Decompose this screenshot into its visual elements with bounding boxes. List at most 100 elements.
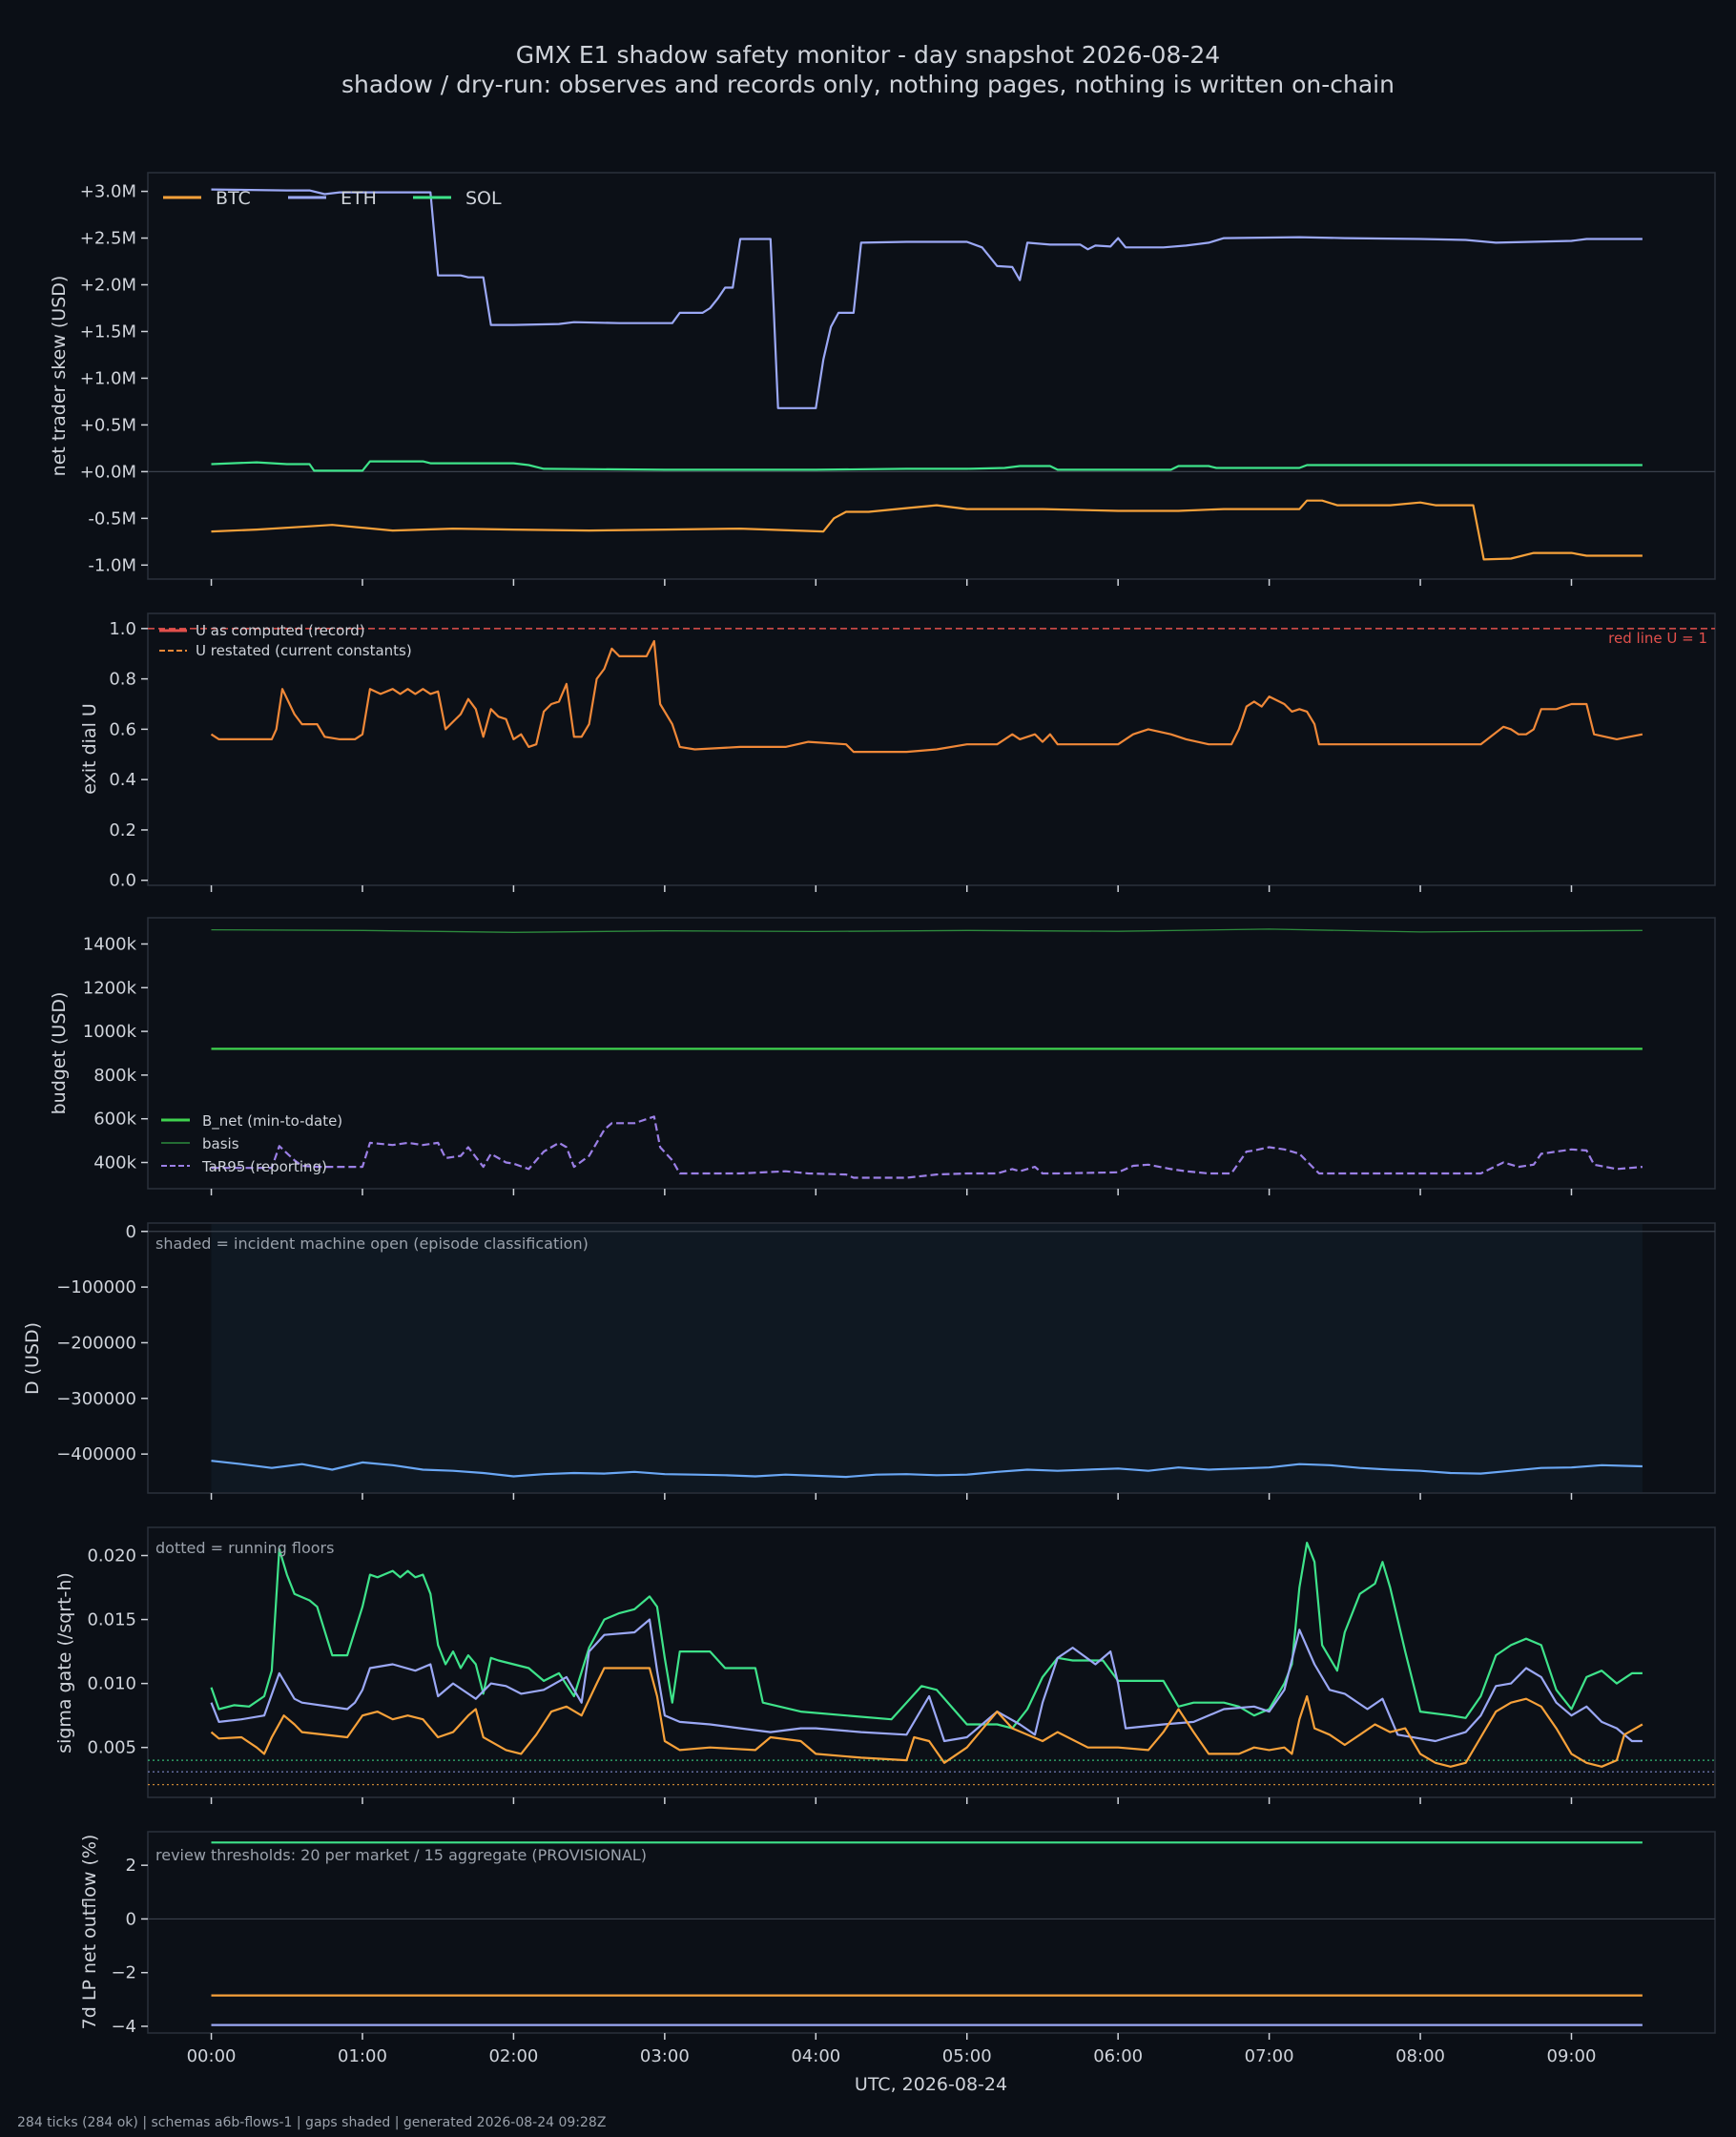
panel-udial-lines bbox=[210, 639, 1643, 754]
panel-skew-ytick-label: -1.0M bbox=[88, 555, 136, 575]
panel-skew-yticks: +3.0M +2.5M +2.0M +1.5M +1.0M +0.5M +0.0M -0.5M… bbox=[80, 182, 148, 575]
x-tick-label: 09:00 bbox=[1547, 2046, 1597, 2066]
panel-budget-ylabel: budget (USD) bbox=[49, 992, 70, 1115]
panel-sigma: 0.020 0.015 0.010 0.005 sigma gate (/sqrt-h… bbox=[54, 1526, 1716, 1804]
panel-budget-grid bbox=[210, 1189, 1573, 1195]
panel-udial-legend: U as computed (record) U restated (curre… bbox=[159, 622, 412, 659]
series-d-d bbox=[211, 1460, 1643, 1479]
legend-bnet-label: B_net (min-to-date) bbox=[202, 1112, 342, 1131]
panel-budget-ytick-label: 1000k bbox=[83, 1022, 137, 1042]
panel-sigma-grid bbox=[148, 1759, 1715, 1804]
legend-sol-label: SOL bbox=[465, 188, 502, 209]
series-skew-eth bbox=[211, 188, 1643, 409]
panel-lp-frame bbox=[147, 1831, 1716, 2034]
x-tick-label: 05:00 bbox=[942, 2046, 992, 2066]
panel-skew-ytick-label: +0.5M bbox=[80, 415, 136, 435]
panel-skew-ytick-label: +1.5M bbox=[80, 322, 136, 342]
panel-d-ytick-label: −200000 bbox=[56, 1333, 136, 1353]
panel-budget-ytick-label: 1400k bbox=[83, 934, 137, 954]
panel-d-grid bbox=[148, 1231, 1715, 1500]
panel-udial-ytick-label: 0.6 bbox=[109, 719, 136, 739]
panel-d-lines bbox=[211, 1460, 1643, 1479]
panel-sigma-lines bbox=[210, 1542, 1643, 1768]
panel-lp-ytick-label: −2 bbox=[111, 1963, 136, 1983]
panel-lp-ytick-label: −4 bbox=[111, 2017, 136, 2037]
panel-lp-yticks: 2 0 −2 −4 bbox=[111, 1856, 148, 2037]
panel-budget-lines bbox=[211, 928, 1643, 1179]
series-budget-tar95-reporting bbox=[211, 1115, 1643, 1179]
panel-udial-ytick-label: 0.2 bbox=[109, 820, 136, 840]
panel-budget-ytick-label: 1200k bbox=[83, 978, 137, 998]
panel-d-ytick-label: −400000 bbox=[56, 1444, 136, 1464]
redline-label: red line U = 1 bbox=[1608, 630, 1707, 647]
panel-skew-ytick-label: +0.0M bbox=[80, 462, 136, 482]
panel-sigma-ytick-label: 0.015 bbox=[87, 1610, 136, 1630]
panel-lp: 2 0 −2 −4 7d LP net outflow (%) review thre… bbox=[79, 1831, 1716, 2040]
panel-udial-yticks: 1.0 0.8 0.6 0.4 0.2 0.0 bbox=[109, 619, 148, 891]
panel-skew-ytick-label: -0.5M bbox=[88, 508, 136, 529]
panel-sigma-ytick-label: 0.020 bbox=[87, 1546, 136, 1566]
panel-udial-ytick-label: 0.8 bbox=[109, 670, 136, 690]
panel-sigma-ylabel: sigma gate (/sqrt-h) bbox=[54, 1572, 75, 1753]
panel-lp-grid bbox=[148, 1918, 1715, 2040]
x-tick-label: 01:00 bbox=[338, 2046, 387, 2066]
panel-udial-ylabel: exit dial U bbox=[79, 703, 100, 795]
panel-skew-ytick-label: +3.0M bbox=[80, 182, 136, 202]
panel-budget-legend: B_net (min-to-date) basis TaR95 (reporti… bbox=[161, 1112, 342, 1175]
panel-d-ytick-label: −300000 bbox=[56, 1389, 136, 1409]
panel-skew-ytick-label: +1.0M bbox=[80, 368, 136, 388]
panel-udial: 1.0 0.8 0.6 0.4 0.2 0.0 exit dial U red line … bbox=[79, 612, 1716, 892]
x-tick-label: 04:00 bbox=[791, 2046, 840, 2066]
panel-sigma-ytick-label: 0.010 bbox=[87, 1674, 136, 1694]
figure-title: GMX E1 shadow safety monitor - day snaps… bbox=[516, 41, 1220, 69]
x-tick-label: 02:00 bbox=[488, 2046, 538, 2066]
panel-lp-ytick-label: 2 bbox=[126, 1856, 136, 1876]
figure-subtitle: shadow / dry-run: observes and records o… bbox=[341, 71, 1395, 98]
panel-skew-ylabel: net trader skew (USD) bbox=[49, 276, 70, 477]
panel-budget-ytick-label: 800k bbox=[93, 1066, 136, 1086]
series-budget-basis bbox=[211, 928, 1643, 933]
panel-d-yticks: 0 −100000 −200000 −300000 −400000 bbox=[56, 1222, 148, 1464]
panel-budget: 1400k 1200k 1000k 800k 600k 400k budget (USD)… bbox=[49, 917, 1716, 1195]
legend-btc-label: BTC bbox=[216, 188, 251, 209]
panel-sigma-frame bbox=[147, 1526, 1716, 1798]
panel-budget-ytick-label: 400k bbox=[93, 1153, 136, 1173]
panel-skew-grid bbox=[148, 470, 1715, 586]
panel-sigma-annotation: dotted = running floors bbox=[155, 1539, 334, 1557]
panel-skew-frame bbox=[147, 172, 1716, 580]
panel-budget-ytick-label: 600k bbox=[93, 1110, 136, 1130]
panel-skew: +3.0M +2.5M +2.0M +1.5M +1.0M +0.5M +0.0M -0.5M… bbox=[49, 172, 1716, 586]
panel-skew-ytick-label: +2.5M bbox=[80, 229, 136, 249]
panel-udial-ytick-label: 1.0 bbox=[109, 619, 136, 639]
legend-eth-label: ETH bbox=[341, 188, 377, 209]
panel-d-ylabel: D (USD) bbox=[22, 1322, 43, 1395]
x-tick-label: 08:00 bbox=[1395, 2046, 1445, 2066]
panel-lp-lines bbox=[211, 1841, 1643, 2026]
x-tick-label: 03:00 bbox=[640, 2046, 690, 2066]
panel-d-ytick-label: −100000 bbox=[56, 1277, 136, 1297]
panel-udial-ytick-label: 0.4 bbox=[109, 770, 136, 790]
panel-d-ytick-label: 0 bbox=[126, 1222, 136, 1242]
series-udial-u-restated-current-constants bbox=[210, 639, 1643, 754]
legend-u-restated-label: U restated (current constants) bbox=[196, 642, 412, 659]
series-sigma-sol bbox=[210, 1542, 1643, 1730]
x-tick-label: 06:00 bbox=[1093, 2046, 1143, 2066]
series-sigma-eth bbox=[210, 1618, 1643, 1743]
panel-skew-lines bbox=[211, 188, 1643, 561]
series-skew-btc bbox=[211, 499, 1643, 561]
panel-lp-annotation: review thresholds: 20 per market / 15 ag… bbox=[155, 1846, 647, 1864]
panel-skew-ytick-label: +2.0M bbox=[80, 276, 136, 296]
x-tick-label: 07:00 bbox=[1245, 2046, 1294, 2066]
panel-skew-legend: BTC ETH SOL bbox=[163, 188, 502, 209]
panel-sigma-yticks: 0.020 0.015 0.010 0.005 bbox=[87, 1546, 148, 1758]
panel-budget-yticks: 1400k 1200k 1000k 800k 600k 400k bbox=[83, 934, 148, 1173]
legend-basis-label: basis bbox=[202, 1135, 239, 1152]
series-skew-sol bbox=[211, 460, 1643, 472]
panel-udial-ytick-label: 0.0 bbox=[109, 871, 136, 891]
incident-shaded-region bbox=[211, 1224, 1643, 1492]
x-axis-ticks: 00:00 01:00 02:00 03:00 04:00 05:00 06:00 07:00… bbox=[187, 2046, 1597, 2066]
panel-budget-frame bbox=[147, 917, 1716, 1190]
panel-sigma-ytick-label: 0.005 bbox=[87, 1738, 136, 1758]
legend-tar-label: TaR95 (reporting) bbox=[201, 1158, 327, 1175]
